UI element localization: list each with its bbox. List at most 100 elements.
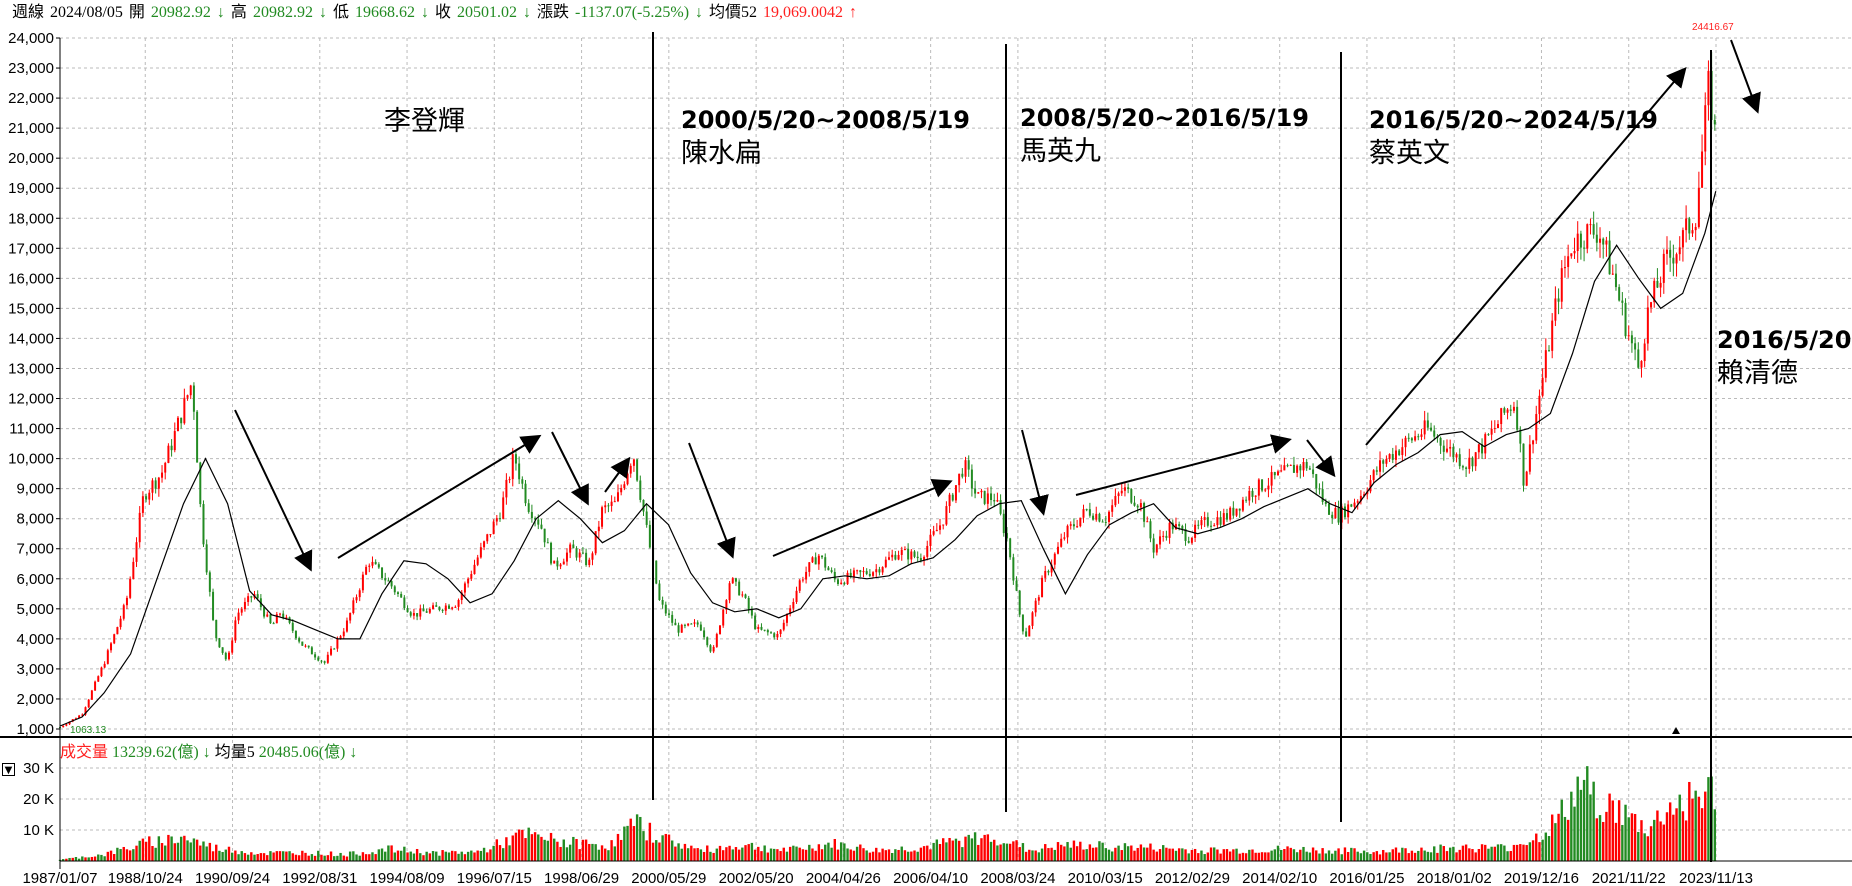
volume-bar	[830, 847, 833, 861]
candle-body	[1312, 469, 1315, 475]
candle-body	[760, 626, 763, 630]
candle-body	[986, 493, 989, 504]
candle-body	[1375, 470, 1378, 472]
volume-bar	[1308, 852, 1312, 861]
candle-body	[741, 594, 744, 596]
volume-bar	[540, 836, 543, 861]
candle-body	[913, 551, 916, 557]
trend-arrow-icon	[234, 409, 313, 572]
volume-bar	[399, 850, 403, 861]
volume-bar	[642, 831, 645, 861]
candle-body	[441, 609, 444, 611]
candle-body	[138, 512, 141, 543]
volume-bar	[1260, 852, 1264, 861]
candle-body	[556, 560, 559, 567]
candle-body	[964, 460, 967, 477]
candle-body	[897, 554, 900, 560]
volume-bar	[546, 840, 550, 861]
volume-bar	[1101, 842, 1104, 861]
candle-body	[499, 518, 502, 520]
candle-body	[1257, 479, 1260, 496]
candle-body	[1522, 443, 1525, 486]
y-tick-label: 18,000	[8, 210, 54, 227]
volume-bar	[1289, 847, 1292, 861]
candle-body	[1691, 230, 1694, 234]
candle-body	[518, 463, 521, 480]
candle-body	[1149, 521, 1152, 539]
volume-bar	[881, 848, 884, 861]
volume-bar	[281, 851, 285, 861]
candle-body	[629, 465, 632, 474]
candle-body	[326, 654, 329, 663]
volume-bar	[926, 845, 929, 861]
candle-body	[766, 630, 769, 633]
volume-bar	[562, 839, 565, 861]
candle-body	[508, 479, 511, 481]
candle-body	[307, 645, 310, 648]
volume-bar	[1047, 848, 1050, 861]
down-arrow-icon: ↓	[349, 744, 358, 761]
volume-bar	[406, 852, 409, 861]
candle-body	[636, 459, 639, 481]
volume-bar	[887, 849, 891, 861]
volume-bar	[1627, 817, 1630, 861]
candle-body	[1589, 224, 1592, 226]
volume-bar	[1069, 847, 1072, 861]
candle-body	[1037, 597, 1040, 601]
volume-bar	[275, 851, 279, 861]
volume-value: 13239.62(億)	[112, 744, 199, 761]
volume-bar	[135, 845, 138, 861]
open-label: 開	[128, 4, 145, 21]
candle-body	[180, 417, 183, 424]
candle-body	[1063, 537, 1066, 539]
candle-body	[1280, 470, 1283, 472]
candle-body	[1206, 517, 1209, 526]
candle-body	[416, 613, 419, 617]
candle-body	[734, 578, 737, 582]
candle-body	[1232, 507, 1235, 516]
volume-bar	[1197, 853, 1200, 861]
candle-body	[1034, 600, 1037, 613]
candle-body	[620, 488, 623, 493]
trend-arrow-icon	[604, 456, 631, 493]
candle-body	[1637, 349, 1640, 368]
volume-toggle-icon[interactable]: ▼	[2, 763, 15, 776]
volume-bar	[1181, 848, 1184, 861]
volume-bar	[1024, 851, 1028, 861]
y-tick-label: 9,000	[16, 481, 54, 498]
volume-bar	[766, 852, 770, 861]
candle-body	[1538, 395, 1541, 415]
candle-body	[1484, 434, 1487, 454]
volume-bar	[301, 850, 304, 861]
volume-bar	[804, 849, 808, 861]
y-tick-label: 17,000	[8, 240, 54, 257]
volume-bar	[1095, 847, 1098, 861]
candle-body	[1653, 280, 1656, 303]
candle-body	[304, 645, 307, 647]
volume-bar	[808, 844, 811, 861]
ma-label: 均價52	[709, 4, 758, 21]
candle-body	[1548, 350, 1551, 352]
y-tick-label: 23,000	[8, 60, 54, 77]
candle-body	[269, 614, 272, 624]
volume-bar	[1477, 848, 1481, 861]
volume-bar	[1114, 847, 1117, 861]
volume-bar	[1267, 852, 1270, 861]
x-tick-label: 1994/08/09	[370, 870, 445, 886]
volume-bar	[581, 839, 585, 861]
candle-body	[891, 554, 894, 558]
volume-bar	[211, 851, 215, 861]
volume-y-axis-ticks: 10 K 20 K 30 K	[23, 760, 54, 839]
candle-body	[572, 544, 575, 549]
volume-bar	[1653, 819, 1656, 861]
candle-body	[266, 614, 269, 617]
candle-body	[706, 637, 709, 646]
candle-body	[1477, 444, 1480, 453]
volume-bar	[1305, 851, 1308, 861]
candle-body	[1184, 528, 1187, 541]
y-tick-label: 4,000	[16, 631, 54, 648]
candle-body	[703, 630, 706, 638]
candle-body	[948, 494, 951, 507]
volume-bar	[890, 853, 894, 861]
x-tick-label: 2000/05/29	[631, 870, 706, 886]
